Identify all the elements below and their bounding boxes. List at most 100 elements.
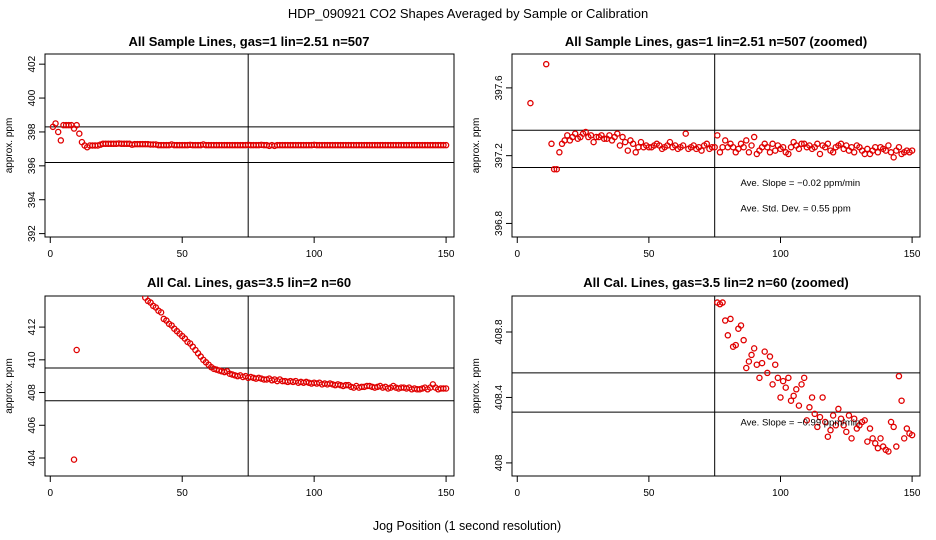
y-tick-label: 412 [27, 318, 38, 335]
data-point [698, 147, 705, 154]
y-tick-label: 397.2 [494, 143, 505, 168]
panel-title: All Cal. Lines, gas=3.5 lin=2 n=60 [147, 275, 351, 290]
data-point [719, 299, 726, 306]
x-tick-label: 50 [177, 249, 189, 260]
annotation-text: Ave. Slope = −0.02 ppm/min [740, 178, 860, 189]
data-point [793, 386, 800, 393]
data-point [743, 364, 750, 372]
data-point [629, 140, 637, 148]
annotation-text: Ave. Slope = −0.99 ppm/min [740, 418, 860, 429]
data-point [600, 135, 608, 142]
data-point [864, 438, 871, 445]
data-point [716, 149, 724, 156]
annotation-text: Ave. Std. Dev. = 0.55 ppm [740, 203, 850, 214]
data-point [850, 415, 858, 422]
data-point [777, 394, 784, 401]
data-point [764, 369, 771, 377]
data-point [843, 428, 850, 436]
data-point [527, 99, 534, 107]
data-point [845, 412, 853, 419]
data-point [756, 374, 763, 382]
data-point [571, 130, 579, 137]
data-series [70, 296, 450, 463]
data-point [895, 372, 903, 380]
data-point [65, 121, 72, 129]
data-point [785, 150, 792, 158]
data-point [787, 397, 795, 404]
data-point [779, 377, 787, 385]
data-point [908, 431, 916, 439]
data-point [887, 149, 895, 156]
data-point [76, 130, 83, 137]
x-tick-label: 100 [306, 249, 323, 260]
data-point [787, 143, 795, 151]
data-point [750, 133, 758, 141]
data-point [719, 143, 726, 151]
y-tick-label: 408 [494, 454, 505, 471]
data-point [824, 433, 832, 440]
y-tick-label: 394 [27, 191, 38, 208]
data-point [73, 346, 80, 354]
data-point [564, 132, 571, 139]
data-point [666, 138, 674, 146]
data-point [766, 149, 774, 156]
data-point [824, 140, 832, 148]
x-tick-label: 100 [772, 488, 789, 499]
plot-frame [511, 295, 921, 477]
y-tick-label: 397.6 [494, 75, 505, 100]
data-point [750, 345, 758, 352]
y-axis-label: approx. ppm [471, 358, 482, 414]
y-tick-label: 408 [27, 384, 38, 401]
y-axis-label: approx. ppm [471, 118, 482, 174]
data-point [903, 425, 911, 432]
data-point [745, 358, 753, 365]
data-point [819, 394, 826, 401]
data-point [54, 128, 62, 136]
data-point [440, 141, 447, 149]
data-point [440, 385, 447, 392]
data-point [850, 149, 858, 156]
y-axis-label: approx. ppm [4, 118, 15, 174]
data-point [806, 404, 813, 411]
data-series [49, 120, 450, 151]
data-point [442, 385, 450, 392]
data-point [616, 142, 624, 149]
y-tick-label: 392 [27, 225, 38, 242]
data-point [679, 142, 687, 149]
x-tick-label: 0 [514, 488, 520, 499]
data-point [790, 392, 797, 400]
data-point [769, 140, 776, 148]
data-point [898, 397, 905, 404]
plot-frame [511, 53, 921, 238]
data-point [73, 121, 80, 129]
data-point [542, 60, 550, 68]
data-point [782, 384, 790, 391]
data-point [837, 415, 845, 422]
data-point [621, 138, 629, 146]
plot-frame [44, 295, 455, 477]
data-point [874, 149, 882, 156]
data-point [769, 381, 776, 388]
plot-frame [44, 53, 455, 238]
y-tick-label: 408.4 [494, 385, 505, 410]
data-point [835, 405, 842, 413]
data-point [743, 137, 750, 144]
data-point [840, 422, 847, 429]
chart-panel-1: All Sample Lines, gas=1 lin=2.51 n=507 0 5… [4, 34, 455, 260]
data-point [774, 374, 782, 382]
y-tick-label: 402 [27, 55, 38, 72]
data-point [874, 444, 882, 452]
data-point [748, 351, 755, 359]
data-point [785, 374, 792, 382]
y-tick-label: 398 [27, 123, 38, 140]
data-point [829, 149, 837, 156]
data-point [800, 374, 808, 382]
data-point [637, 138, 645, 146]
data-point [553, 165, 560, 173]
data-point [748, 142, 755, 149]
data-point [848, 435, 855, 442]
data-series [714, 299, 916, 455]
data-point [157, 309, 165, 316]
data-series [527, 60, 916, 173]
